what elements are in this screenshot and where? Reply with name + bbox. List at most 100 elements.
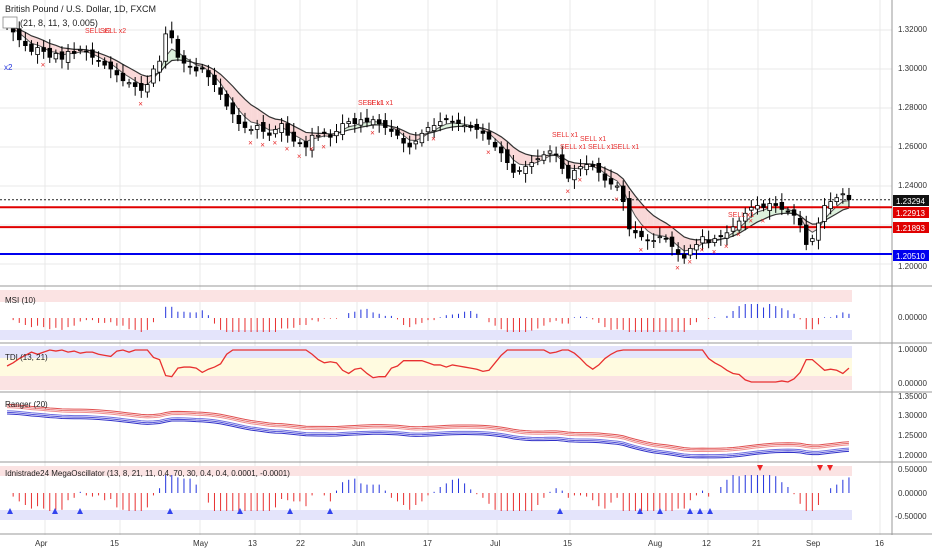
- candle-body: [578, 166, 583, 170]
- candle-body: [102, 60, 107, 66]
- ranger-band-line: [7, 407, 849, 452]
- candle-body: [328, 134, 333, 138]
- time-tick: May: [193, 539, 208, 548]
- candle-body: [517, 169, 522, 172]
- buy-arrow-marker: [237, 508, 243, 514]
- ranger-panel[interactable]: Ranger (20) 1.35000 1.30000 1.25000 1.20…: [5, 392, 927, 460]
- candle-body: [456, 119, 461, 124]
- sell-x-marker: ×: [675, 263, 680, 272]
- candle-body: [712, 238, 717, 243]
- time-tick: 16: [875, 539, 884, 548]
- candle-body: [352, 118, 358, 124]
- current-price-label: 1.23294: [896, 197, 925, 206]
- sell-signal-label: SELL x1: [560, 144, 586, 151]
- candle-body: [797, 217, 803, 226]
- msi-histogram: [12, 304, 850, 332]
- time-axis[interactable]: Apr 15 May 13 22 Jun 17 Jul 15 Aug 12 21…: [35, 539, 884, 548]
- buy-arrow-marker: [557, 508, 563, 514]
- buy-arrow-marker: [327, 508, 333, 514]
- candle-body: [193, 66, 199, 72]
- candle-body: [267, 132, 272, 136]
- price-tick: 1.24000: [898, 181, 927, 190]
- ranger-tick: 1.20000: [898, 451, 927, 460]
- time-tick: Jul: [490, 539, 500, 548]
- candle-body: [749, 207, 754, 211]
- candle-body: [767, 203, 772, 211]
- sell-x-marker: ×: [486, 148, 491, 157]
- candle-body: [444, 118, 449, 121]
- candle-body: [261, 122, 266, 132]
- candle-body: [407, 142, 412, 148]
- buy-arrow-marker: [697, 508, 703, 514]
- ribbon-segment: [678, 232, 685, 251]
- candle-body: [743, 212, 748, 222]
- candle-body: [682, 253, 687, 259]
- price-axis[interactable]: 1.32000 1.30000 1.28000 1.26000 1.24000 …: [893, 25, 929, 271]
- ribbon-segment: [208, 66, 215, 77]
- ranger-tick: 1.35000: [898, 392, 927, 401]
- sell-signal-label: SELL x1: [728, 212, 754, 219]
- candle-body: [688, 247, 693, 256]
- buy-arrow-marker: [687, 508, 693, 514]
- ribbon-segment: [409, 133, 416, 141]
- candle-body: [718, 235, 724, 238]
- mega-histogram: [7, 465, 850, 514]
- tdi-lower-band: [0, 376, 852, 390]
- candle-body: [114, 70, 120, 76]
- ribbon-segment: [141, 74, 148, 85]
- candle-body: [633, 230, 638, 234]
- candle-body: [614, 185, 620, 188]
- candle-body: [242, 121, 248, 128]
- candle-body: [212, 74, 217, 85]
- candle-body: [120, 72, 126, 82]
- candle-body: [431, 125, 437, 132]
- sell-x-marker: ×: [639, 246, 644, 255]
- price-pane[interactable]: × × × × × × × × × × × × × × × × × × × × × × × ×: [0, 18, 892, 272]
- candle-body: [505, 149, 510, 163]
- candle-body: [346, 121, 351, 125]
- buy-arrow-marker: [167, 508, 173, 514]
- candle-body: [437, 121, 443, 126]
- tdi-upper-band: [0, 346, 852, 358]
- candle-body: [675, 249, 681, 255]
- candle-body: [96, 60, 101, 62]
- candle-body: [559, 154, 565, 169]
- ribbon-segment: [684, 236, 691, 251]
- time-tick: Apr: [35, 539, 48, 548]
- candle-body: [450, 120, 455, 123]
- ranger-band-line: [7, 413, 849, 459]
- level-badge: [893, 250, 929, 261]
- time-tick: 21: [752, 539, 761, 548]
- candle-body: [340, 123, 345, 135]
- candle-body: [529, 162, 534, 167]
- candle-body: [413, 140, 419, 145]
- candle-body: [17, 28, 22, 41]
- sell-arrow-marker: [757, 465, 763, 471]
- candle-body: [285, 123, 290, 136]
- indicator-params: (21, 8, 11, 3, 0.005): [20, 18, 98, 28]
- candle-body: [78, 49, 83, 51]
- tdi-panel[interactable]: TDI (13, 21) 1.00000 0.00000: [0, 345, 927, 390]
- level-badge: [893, 222, 929, 233]
- candle-body: [639, 230, 644, 238]
- sell-x-marker: ×: [578, 176, 583, 185]
- msi-tick: 0.00000: [898, 313, 927, 322]
- sell-signal-label: SELL x1: [552, 132, 578, 139]
- ranger-band-line: [7, 403, 849, 449]
- msi-panel[interactable]: MSI (10) 0.00000: [0, 290, 927, 340]
- candle-body: [462, 125, 467, 128]
- tdi-line: [6, 349, 850, 383]
- candle-body: [126, 82, 132, 85]
- candle-body: [59, 51, 65, 60]
- sell-signal-label: SELL x2: [100, 28, 126, 35]
- mega-oscillator-panel[interactable]: Idnistrade24 MegaOscillator (13, 8, 21, …: [0, 465, 927, 521]
- sell-x-marker: ×: [712, 248, 717, 257]
- candle-body: [468, 125, 473, 128]
- indicator-toggle-icon[interactable]: [2, 16, 18, 29]
- candle-body: [620, 185, 626, 203]
- ribbon-segment: [641, 203, 648, 231]
- candle-body: [151, 68, 156, 84]
- sell-signal-label: SELL x1: [588, 144, 614, 151]
- candle-body: [840, 193, 846, 196]
